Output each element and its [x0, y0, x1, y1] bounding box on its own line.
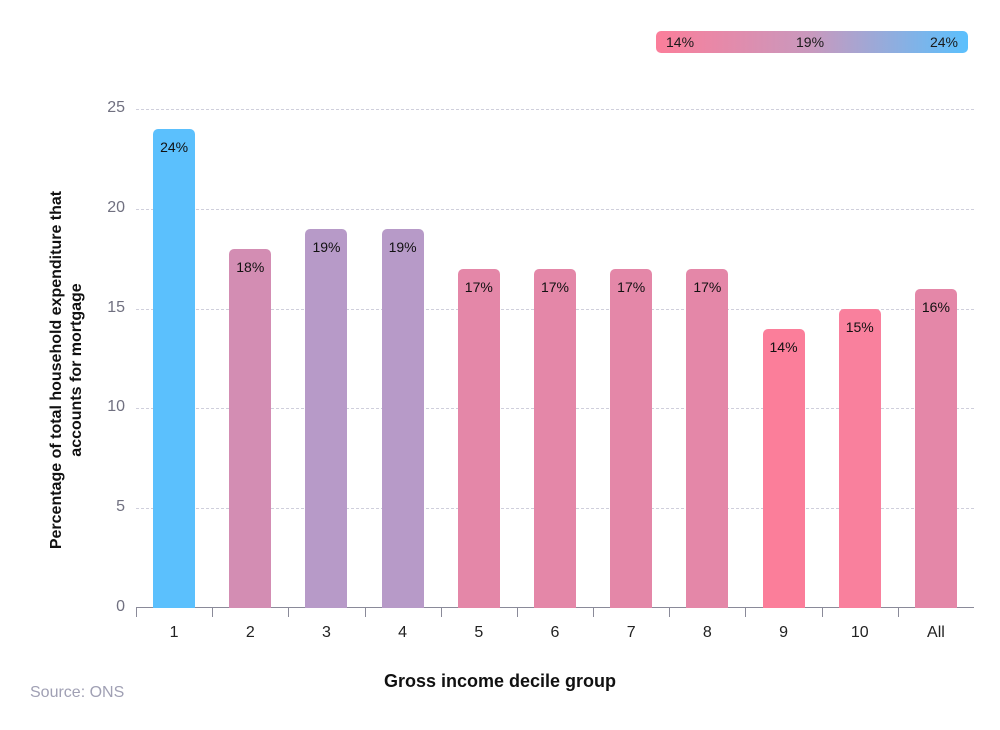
bar-value-label: 18% [236, 258, 265, 275]
bar-8[interactable] [686, 268, 729, 608]
bar-2[interactable] [229, 248, 272, 608]
x-tick-label: 9 [779, 624, 788, 641]
y-tick-label: 5 [116, 498, 125, 516]
y-tick-label: 20 [107, 198, 125, 216]
bar-value-label: 24% [160, 138, 189, 155]
source-note: Source: ONS [30, 684, 125, 701]
gridline [136, 109, 974, 110]
legend-mid-label: 19% [796, 34, 825, 50]
x-tick-label: 10 [850, 624, 869, 641]
x-tick-mark [288, 607, 290, 617]
bar-value-label: 17% [693, 278, 722, 295]
x-tick-mark [212, 607, 214, 617]
x-tick-mark [593, 607, 595, 617]
bar-4[interactable] [381, 228, 424, 608]
bar-6[interactable] [534, 268, 576, 608]
x-tick-mark [364, 607, 366, 617]
bar-value-label: 17% [464, 278, 493, 295]
legend-min-label: 14% [666, 34, 695, 50]
bar-value-label: 16% [921, 298, 950, 315]
bar-9[interactable] [762, 328, 805, 608]
x-tick-mark [821, 607, 823, 617]
bar-7[interactable] [610, 268, 653, 608]
x-tick-label: 7 [626, 624, 636, 641]
legend-max-label: 24% [929, 34, 958, 50]
bar-value-label: 17% [540, 278, 570, 295]
bar-3[interactable] [305, 228, 348, 608]
x-tick-mark [745, 607, 747, 617]
x-tick-mark [897, 607, 899, 617]
bar-value-label: 17% [617, 278, 646, 295]
x-axis-title: Gross income decile group [383, 671, 617, 691]
bar-All[interactable] [914, 288, 957, 608]
x-tick-label: 8 [702, 624, 712, 641]
bar-1[interactable] [153, 128, 196, 608]
bar-value-label: 19% [312, 238, 341, 255]
y-tick-label: 10 [107, 398, 125, 416]
x-tick-label: 4 [398, 624, 408, 641]
gridline [136, 208, 974, 210]
bar-5[interactable] [457, 268, 500, 608]
bar-value-label: 19% [388, 238, 417, 255]
x-tick-mark [136, 607, 137, 617]
y-tick-label: 25 [107, 99, 125, 116]
color-scale-legend: 14% 19% 24% [656, 31, 968, 53]
x-tick-mark [516, 607, 518, 617]
y-tick-label: 0 [116, 598, 125, 615]
x-tick-label: 5 [474, 624, 484, 641]
x-tick-label: 2 [245, 624, 255, 641]
bar-value-label: 14% [769, 338, 798, 355]
x-tick-label: 6 [550, 624, 560, 641]
bar-value-label: 15% [845, 318, 874, 335]
y-tick-label: 15 [107, 298, 125, 316]
y-axis-title: Percentage of total household expenditur… [48, 190, 85, 550]
x-tick-label: 1 [169, 624, 179, 641]
x-tick-mark [669, 607, 671, 617]
x-tick-label: All [927, 624, 945, 641]
x-tick-label: 3 [322, 624, 331, 641]
x-tick-mark [440, 607, 442, 617]
bar-10[interactable] [838, 308, 881, 608]
